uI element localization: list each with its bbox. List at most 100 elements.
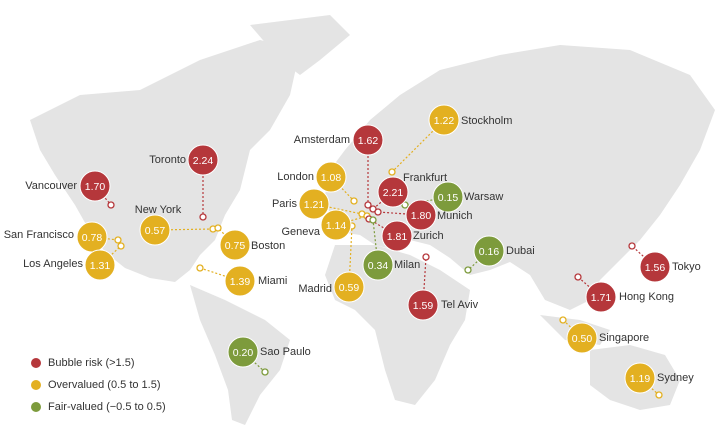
bubble: [139, 214, 171, 246]
leader-line: [372, 219, 379, 266]
bubble: [566, 322, 598, 354]
city-name: San Francisco: [4, 229, 74, 241]
bubble: [407, 289, 439, 321]
bubble-value: 1.80: [411, 210, 432, 222]
city-name: Vancouver: [25, 180, 77, 192]
city-name: Milan: [394, 259, 420, 271]
bubble-value: 0.16: [479, 246, 500, 258]
city-dot: [117, 242, 125, 250]
city-name: Singapore: [599, 332, 649, 344]
bubble-value: 1.19: [630, 373, 651, 385]
city-name: Stockholm: [461, 115, 512, 127]
bubble-value: 1.31: [90, 260, 111, 272]
city-name: Sao Paulo: [260, 346, 311, 358]
bubble-value: 1.21: [304, 199, 325, 211]
bubble-value: 1.39: [230, 276, 251, 288]
city-dot: [655, 391, 663, 399]
bubble-value: 0.15: [438, 192, 459, 204]
city-name: Dubai: [506, 245, 535, 257]
bubble-value: 2.24: [193, 155, 214, 167]
legend-label: Overvalued (0.5 to 1.5): [48, 379, 161, 391]
bubble-value: 0.50: [572, 333, 593, 345]
bubble: [639, 251, 671, 283]
bubble: [84, 249, 116, 281]
city-name: Geneva: [281, 226, 320, 238]
bubble: [320, 209, 352, 241]
legend-marker: [31, 402, 41, 412]
bubble: [377, 176, 409, 208]
city-name: Tokyo: [672, 261, 701, 273]
bubble: [298, 188, 330, 220]
legend-marker: [31, 358, 41, 368]
city-dot: [388, 168, 396, 176]
bubble: [219, 229, 251, 261]
legend-label: Fair-valued (−0.5 to 0.5): [48, 401, 166, 413]
city-name: Amsterdam: [294, 134, 350, 146]
bubble: [227, 336, 259, 368]
bubble: [362, 249, 394, 281]
city-name: Boston: [251, 240, 285, 252]
city-dot: [261, 368, 269, 376]
bubble-value: 0.20: [233, 347, 254, 359]
bubble: [432, 181, 464, 213]
city-dot: [559, 316, 567, 324]
city-dot: [114, 236, 122, 244]
bubble: [224, 265, 256, 297]
bubble: [473, 235, 505, 267]
bubble-value: 1.56: [645, 262, 666, 274]
bubble-value: 1.14: [326, 220, 347, 232]
city-name: Madrid: [298, 283, 332, 295]
city-dot: [369, 216, 377, 224]
bubble-value: 1.22: [434, 115, 455, 127]
city-name: London: [277, 171, 314, 183]
city-dot: [107, 201, 115, 209]
city-name: Miami: [258, 275, 287, 287]
bubble: [187, 144, 219, 176]
bubble: [428, 104, 460, 136]
city-name: Munich: [437, 210, 472, 222]
bubble: [352, 124, 384, 156]
city-name: Los Angeles: [23, 258, 83, 270]
bubble-value: 1.70: [85, 181, 106, 193]
city-name: Frankfurt: [403, 172, 447, 184]
bubble-value: 0.78: [82, 232, 103, 244]
bubble: [333, 271, 365, 303]
city-name: New York: [135, 204, 182, 216]
legend: Bubble risk (>1.5) Overvalued (0.5 to 1.5…: [31, 357, 166, 413]
city-dot: [196, 264, 204, 272]
legend-label: Bubble risk (>1.5): [48, 357, 135, 369]
city-dot: [422, 253, 430, 261]
bubble: [381, 220, 413, 252]
city-name: Paris: [272, 198, 298, 210]
legend-marker: [31, 380, 41, 390]
city-dot: [464, 266, 472, 274]
bubble-value: 1.62: [358, 135, 379, 147]
bubble: [624, 362, 656, 394]
city-dot: [214, 224, 222, 232]
bubble-value: 1.59: [413, 300, 434, 312]
city-name: Zurich: [413, 230, 444, 242]
bubble-value: 0.34: [368, 260, 389, 272]
city-name: Toronto: [149, 154, 186, 166]
bubble-value: 1.71: [591, 292, 612, 304]
city-dot: [574, 273, 582, 281]
city-name: Hong Kong: [619, 291, 674, 303]
leader-line: [199, 267, 241, 282]
city-dot: [350, 197, 358, 205]
bubble: [405, 199, 437, 231]
bubble-value: 0.75: [225, 240, 246, 252]
bubble-value: 0.59: [339, 282, 360, 294]
bubble-value: 0.57: [145, 225, 166, 237]
bubble: [585, 281, 617, 313]
city-name: Tel Aviv: [441, 299, 479, 311]
city-dot: [374, 208, 382, 216]
bubble-value: 2.21: [383, 187, 404, 199]
leader-line: [377, 211, 422, 216]
city-name: Warsaw: [464, 191, 503, 203]
bubble-value: 1.81: [387, 231, 408, 243]
bubble: [315, 161, 347, 193]
bubble-value: 1.08: [321, 172, 342, 184]
city-dot: [401, 201, 409, 209]
city-dot: [628, 242, 636, 250]
